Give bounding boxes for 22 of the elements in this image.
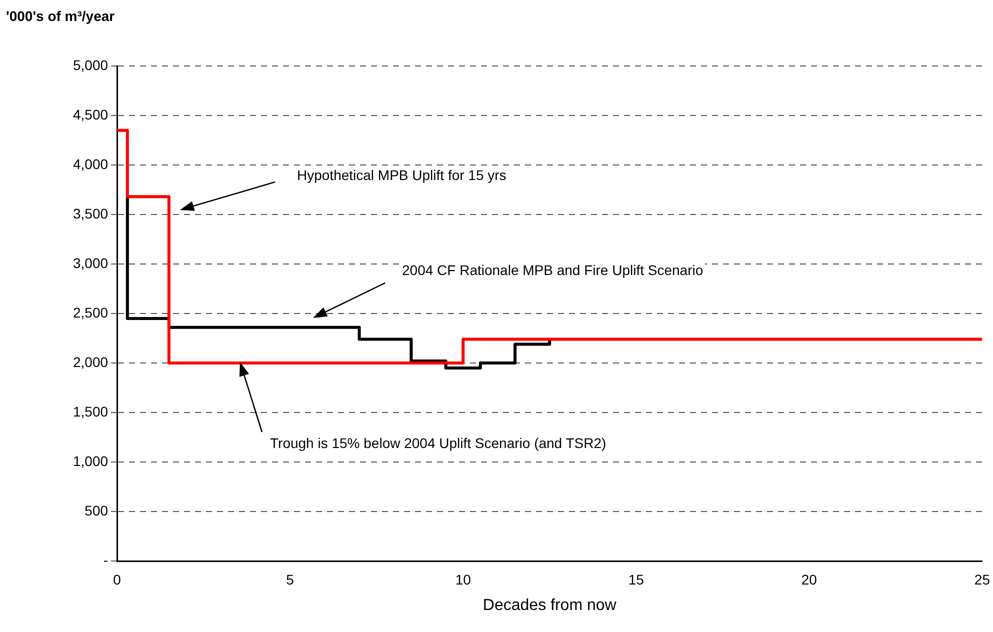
y-tick-label: 1,000 <box>72 452 108 469</box>
annotation: Trough is 15% below 2004 Uplift Scenario (and TSR2) <box>268 435 608 451</box>
y-tick-label: 3,000 <box>72 254 108 271</box>
y-tick-label: 5,000 <box>72 56 108 73</box>
y-tick-label: 4,500 <box>72 106 108 122</box>
y-tick-label: - <box>103 552 108 568</box>
y-axis-title: '000's of m³/year <box>6 8 115 24</box>
x-tick-label: 20 <box>801 571 818 588</box>
y-tick-label: 1,500 <box>72 403 108 420</box>
annotation: 2004 CF Rationale MPB and Fire Uplift Scenario <box>400 262 706 278</box>
y-tick-label: 2,500 <box>72 304 108 320</box>
x-tick-label: 10 <box>455 571 472 588</box>
x-axis-title: Decades from now <box>482 596 617 614</box>
y-tick-label: 4,000 <box>72 156 108 172</box>
annotation: Hypothetical MPB Uplift for 15 yrs <box>295 167 508 183</box>
y-tick-label: 2,000 <box>72 354 108 370</box>
y-tick-label: 500 <box>84 502 108 518</box>
x-tick-label: 0 <box>113 571 122 588</box>
y-tick-label: 3,500 <box>72 205 108 222</box>
x-tick-label: 5 <box>286 571 294 588</box>
x-tick-label: 15 <box>628 571 644 588</box>
x-tick-label: 25 <box>974 571 990 588</box>
